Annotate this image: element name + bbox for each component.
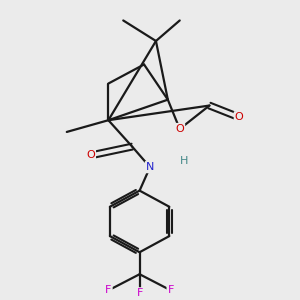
Text: H: H [180,156,188,166]
Text: O: O [235,112,244,122]
Text: O: O [175,124,184,134]
Text: F: F [105,285,112,296]
Text: N: N [146,162,154,172]
Text: F: F [136,288,143,298]
Text: O: O [86,150,95,161]
Text: F: F [168,285,174,296]
